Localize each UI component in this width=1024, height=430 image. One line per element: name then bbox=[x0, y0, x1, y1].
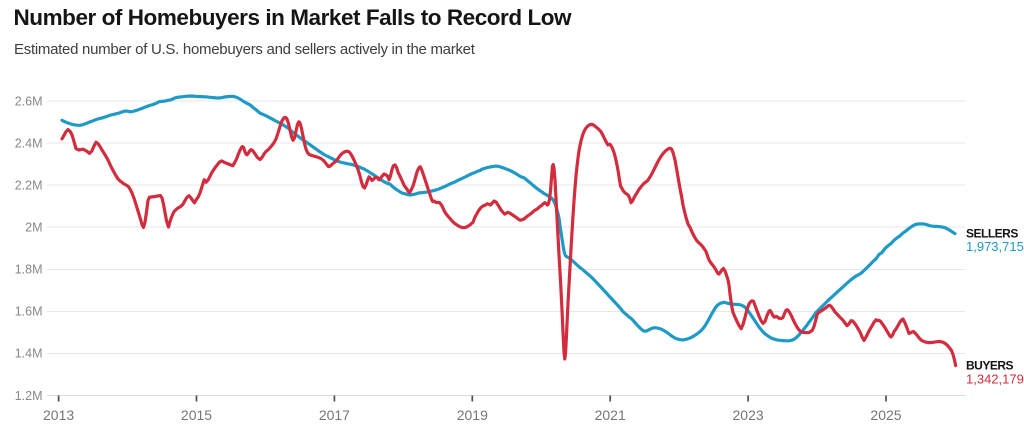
svg-text:1,973,715: 1,973,715 bbox=[966, 239, 1024, 254]
svg-text:2.6M: 2.6M bbox=[15, 94, 43, 108]
svg-text:1,342,179: 1,342,179 bbox=[966, 371, 1024, 386]
svg-text:1.4M: 1.4M bbox=[15, 347, 43, 361]
svg-text:2017: 2017 bbox=[319, 407, 350, 423]
svg-text:BUYERS: BUYERS bbox=[966, 359, 1014, 373]
svg-text:2M: 2M bbox=[25, 221, 42, 235]
svg-text:2023: 2023 bbox=[733, 407, 764, 423]
svg-text:2021: 2021 bbox=[595, 407, 626, 423]
svg-text:1.2M: 1.2M bbox=[15, 389, 43, 403]
svg-text:2.4M: 2.4M bbox=[15, 136, 43, 150]
svg-text:2015: 2015 bbox=[181, 407, 212, 423]
svg-text:SELLERS: SELLERS bbox=[966, 226, 1018, 240]
svg-text:2.2M: 2.2M bbox=[15, 178, 43, 192]
svg-text:2019: 2019 bbox=[457, 407, 488, 423]
svg-text:2013: 2013 bbox=[43, 407, 74, 423]
svg-text:1.6M: 1.6M bbox=[15, 305, 43, 319]
svg-text:1.8M: 1.8M bbox=[15, 263, 43, 277]
svg-text:2025: 2025 bbox=[870, 407, 901, 423]
